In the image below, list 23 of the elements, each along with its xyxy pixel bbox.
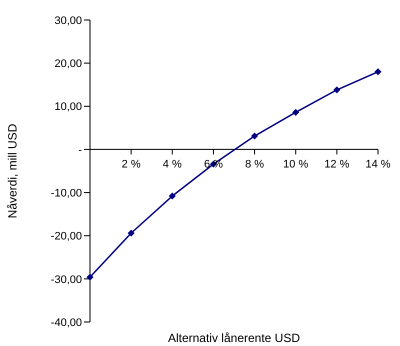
- y-tick-label: 20,00: [54, 58, 82, 70]
- y-tick-label: -40,00: [50, 316, 82, 329]
- x-tick-label: 2 %: [122, 158, 141, 170]
- y-tick-label: -20,00: [50, 230, 82, 243]
- x-tick-label: 4 %: [162, 158, 182, 170]
- point: [251, 132, 258, 140]
- point: [292, 108, 300, 116]
- y-tick-label: -10,00: [50, 187, 82, 200]
- x-tick-label: 14 %: [365, 158, 391, 170]
- x-axis-title: Alternativ lånerente USD: [168, 331, 300, 345]
- point: [128, 230, 135, 237]
- y-tick-label: 10,00: [54, 101, 82, 114]
- y-tick-label: -30,00: [50, 274, 82, 286]
- x-tick-label: 10 %: [283, 158, 308, 170]
- y-tick-label: -: [78, 144, 82, 156]
- point: [374, 68, 382, 76]
- point: [86, 274, 94, 281]
- point: [168, 192, 176, 200]
- x-tick-label: 8 %: [245, 158, 264, 170]
- y-axis-title: Nåverdi, mill USD: [5, 123, 20, 218]
- point: [333, 86, 340, 94]
- y-tick-label: 30,00: [54, 14, 82, 27]
- x-tick-label: 12 %: [324, 158, 350, 170]
